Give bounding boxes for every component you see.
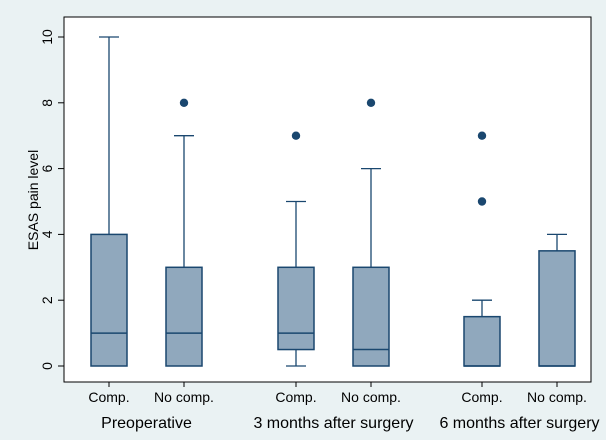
outlier-point: [477, 197, 487, 206]
box-label: Comp.: [461, 389, 502, 405]
y-tick-label: 8: [39, 99, 55, 107]
outlier-point: [477, 131, 487, 140]
outlier-point: [179, 98, 189, 108]
box: [352, 266, 390, 367]
box-label: No comp.: [341, 389, 401, 405]
outlier-point: [366, 98, 376, 108]
box: [277, 266, 315, 351]
axes: 0 2 4 6 8 10 Comp. No comp. Preoperative Comp. No …: [39, 29, 600, 432]
box-label: Comp.: [275, 389, 316, 405]
y-tick-label: 4: [39, 230, 55, 238]
y-tick-label: 6: [39, 164, 55, 172]
group-label: 6 months after surgery: [439, 415, 599, 432]
y-axis-label: ESAS pain level: [25, 150, 41, 250]
plot-area: [63, 16, 592, 383]
box: [538, 250, 576, 367]
box: [90, 233, 128, 367]
box-label: No comp.: [527, 389, 587, 405]
box: [463, 315, 501, 367]
y-tick-label: 0: [39, 362, 55, 370]
group-label: 3 months after surgery: [253, 415, 413, 432]
box-label: No comp.: [154, 389, 214, 405]
group-label: Preoperative: [101, 415, 192, 432]
chart-marks: [90, 36, 576, 367]
box: [165, 266, 203, 367]
y-tick-label: 2: [39, 296, 55, 304]
y-tick-label: 10: [39, 29, 55, 45]
outlier-point: [291, 131, 301, 140]
box-label: Comp.: [88, 389, 129, 405]
